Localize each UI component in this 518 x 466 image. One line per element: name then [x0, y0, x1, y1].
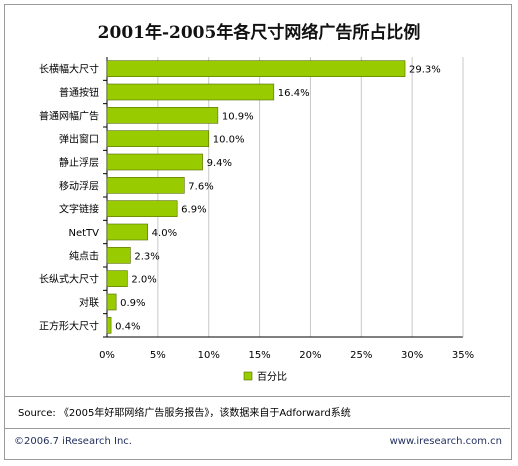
category-label: 长横幅大尺寸: [39, 63, 99, 76]
bar: [106, 107, 219, 124]
source-note: Source: 《2005年好耶网络广告服务报告》，该数据来自于Adforwar…: [18, 408, 351, 419]
data-label: 10.0%: [213, 135, 245, 146]
bars: [106, 60, 406, 334]
data-label: 16.4%: [278, 88, 310, 99]
bar: [106, 200, 178, 217]
x-tick-label: 10%: [198, 350, 220, 361]
legend-swatch: [243, 371, 253, 381]
x-tick-label: 5%: [150, 350, 166, 361]
x-tick-label: 15%: [248, 350, 270, 361]
footer-divider: [4, 428, 510, 429]
bar: [106, 317, 112, 334]
x-tick-label: 30%: [401, 350, 423, 361]
category-label: 普通网幅广告: [39, 109, 99, 122]
data-label: 6.9%: [181, 205, 206, 216]
bar: [106, 270, 128, 287]
bar: [106, 153, 203, 171]
data-labels: 29.3% 16.4% 10.9% 10.0% 9.4% 7.6% 6.9% 4.0% 2.3%…: [115, 65, 441, 333]
category-label: NetTV: [68, 228, 99, 239]
bar: [106, 177, 185, 194]
x-tick-label: 20%: [299, 350, 321, 361]
data-label: 29.3%: [409, 65, 441, 76]
gridlines: [103, 57, 464, 338]
chart-frame: [4, 4, 512, 460]
copyright: ©2006.7 iResearch Inc.: [14, 436, 132, 447]
legend: 百分比: [243, 371, 287, 383]
data-label: 0.4%: [115, 321, 140, 332]
category-label: 移动浮层: [59, 179, 99, 192]
data-label: 2.3%: [134, 251, 159, 262]
bar: [106, 293, 117, 311]
category-label: 对联: [79, 296, 99, 309]
bar: [106, 60, 406, 77]
x-tick-label: 25%: [350, 350, 372, 361]
legend-label: 百分比: [257, 371, 287, 383]
category-label: 长纵式大尺寸: [39, 273, 99, 286]
category-label: 静止浮层: [59, 156, 99, 169]
category-label: 普通按钮: [59, 86, 99, 99]
chart-title: 2001年-2005年各尺寸网络广告所占比例: [97, 23, 421, 43]
data-label: 4.0%: [152, 228, 177, 239]
bar: [106, 83, 275, 101]
bar: [106, 130, 210, 147]
category-label: 正方形大尺寸: [39, 319, 99, 332]
data-label: 9.4%: [207, 158, 232, 169]
category-label: 弹出窗口: [59, 133, 99, 146]
data-label: 7.6%: [188, 181, 213, 192]
data-label: 10.9%: [222, 111, 254, 122]
data-label: 2.0%: [131, 275, 156, 286]
x-tick-label: 0%: [99, 350, 115, 361]
bar: [106, 247, 131, 264]
bar: [106, 223, 148, 241]
data-label: 0.9%: [120, 298, 145, 309]
website-link[interactable]: www.iresearch.com.cn: [389, 436, 502, 447]
x-tick-label: 35%: [452, 350, 474, 361]
category-label: 文字链接: [59, 203, 99, 216]
x-tick-labels: 0% 5% 10% 15% 20% 25% 30% 35%: [99, 350, 474, 361]
source-divider: [4, 396, 510, 397]
category-label: 纯点击: [69, 249, 99, 262]
